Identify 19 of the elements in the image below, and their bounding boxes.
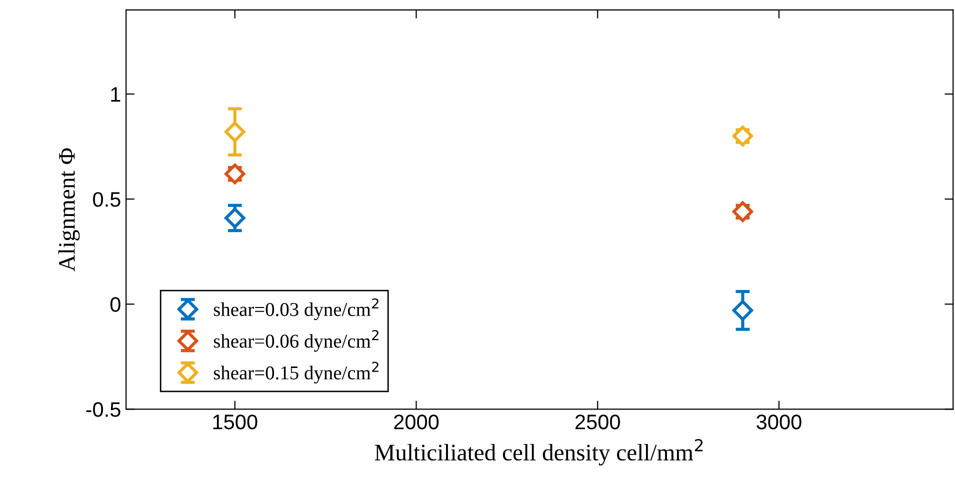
point	[224, 121, 246, 142]
x-tick-label: 1500	[213, 414, 258, 430]
point	[732, 126, 754, 146]
point	[224, 208, 246, 228]
y-tick-label: 0.5	[93, 192, 120, 207]
x-tick-label: 2500	[575, 414, 620, 430]
x-tick-label: 2000	[394, 414, 439, 430]
x-axis-title: Multiciliated cell density cell/mm$^{2}$	[374, 439, 703, 466]
y-tick-label: 0	[110, 297, 120, 312]
y-tick-label: -0.5	[86, 402, 120, 417]
point	[224, 163, 246, 184]
x-tick-label: 3000	[756, 414, 802, 430]
legend-label: shear=0.15 dyne/cm$^{2}$	[214, 362, 378, 384]
legend-label: shear=0.03 dyne/cm$^{2}$	[214, 298, 378, 320]
point	[732, 300, 754, 321]
legend-label: shear=0.06 dyne/cm$^{2}$	[214, 330, 378, 352]
point	[732, 201, 754, 222]
y-axis-title: Alignment Φ	[58, 148, 80, 272]
y-tick-label: 1	[111, 87, 120, 102]
